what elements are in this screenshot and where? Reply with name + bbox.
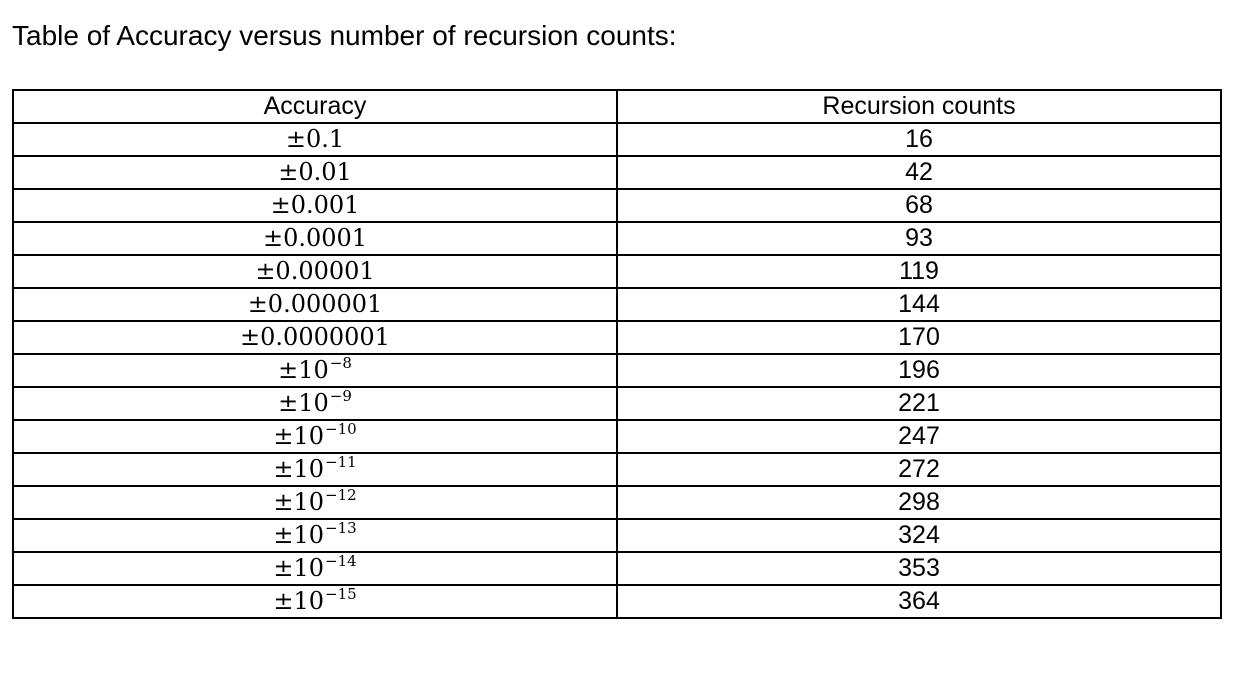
plus-minus-sign: ± (262, 224, 284, 252)
recursion-count-cell: 353 (616, 551, 1222, 586)
accuracy-value: 0.0001 (283, 224, 368, 252)
accuracy-cell: ±0.001 (12, 188, 618, 223)
table-row: ±0.1 16 (12, 122, 1222, 157)
accuracy-value: 10 (293, 488, 324, 516)
table-row: ±10−14 353 (12, 551, 1222, 586)
plus-minus-sign: ± (273, 521, 294, 549)
recursion-count-cell: 144 (616, 287, 1222, 322)
header-accuracy: Accuracy (12, 89, 618, 124)
accuracy-cell: ±0.0001 (12, 221, 618, 256)
accuracy-value: 0.1 (305, 125, 345, 153)
accuracy-exponent: −13 (325, 519, 357, 537)
recursion-count-cell: 364 (616, 584, 1222, 619)
accuracy-value: 0.01 (298, 158, 352, 186)
recursion-count-cell: 42 (616, 155, 1222, 190)
plus-minus-sign: ± (270, 191, 291, 219)
accuracy-value: 10 (293, 455, 324, 483)
accuracy-recursion-table: Accuracy Recursion counts ±0.1 16 ±0.01 42 ±… (12, 89, 1222, 619)
accuracy-cell: ±10−13 (12, 518, 618, 553)
accuracy-exponent: −11 (325, 453, 357, 471)
accuracy-value: 0.000001 (267, 290, 383, 318)
table-row: ±0.000001 144 (12, 287, 1222, 322)
accuracy-cell: ±10−9 (12, 386, 618, 421)
recursion-count-cell: 298 (616, 485, 1222, 520)
accuracy-cell: ±0.1 (12, 122, 618, 157)
plus-minus-sign: ± (273, 455, 294, 483)
recursion-count-cell: 247 (616, 419, 1222, 454)
recursion-count-cell: 170 (616, 320, 1222, 355)
table-row: ±0.00001 119 (12, 254, 1222, 289)
table-row: ±10−11 272 (12, 452, 1222, 487)
recursion-count-cell: 272 (616, 452, 1222, 487)
plus-minus-sign: ± (285, 125, 306, 153)
accuracy-cell: ±10−12 (12, 485, 618, 520)
recursion-count-cell: 324 (616, 518, 1222, 553)
table-row: ±10−15 364 (12, 584, 1222, 619)
table-row: ±0.01 42 (12, 155, 1222, 190)
accuracy-exponent: −14 (325, 552, 357, 570)
plus-minus-sign: ± (273, 422, 294, 450)
accuracy-value: 10 (293, 422, 324, 450)
table-row: ±10−12 298 (12, 485, 1222, 520)
plus-minus-sign: ± (278, 389, 299, 417)
table-row: ±0.001 68 (12, 188, 1222, 223)
plus-minus-sign: ± (278, 356, 299, 384)
plus-minus-sign: ± (273, 554, 294, 582)
table-row: ±10−9 221 (12, 386, 1222, 421)
accuracy-value: 10 (298, 389, 329, 417)
plus-minus-sign: ± (273, 488, 294, 516)
recursion-count-cell: 93 (616, 221, 1222, 256)
accuracy-cell: ±0.00001 (12, 254, 618, 289)
accuracy-cell: ±0.000001 (12, 287, 618, 322)
accuracy-cell: ±10−11 (12, 452, 618, 487)
accuracy-exponent: −10 (325, 420, 357, 438)
accuracy-value: 10 (298, 356, 329, 384)
accuracy-exponent: −8 (329, 354, 352, 372)
plus-minus-sign: ± (247, 290, 268, 318)
header-recursion-counts: Recursion counts (616, 89, 1222, 124)
accuracy-cell: ±10−15 (12, 584, 618, 619)
accuracy-value: 10 (293, 521, 324, 549)
table-row: ±0.0000001 170 (12, 320, 1222, 355)
plus-minus-sign: ± (240, 323, 261, 351)
accuracy-cell: ±0.0000001 (12, 320, 618, 355)
plus-minus-sign: ± (278, 158, 299, 186)
table-header-row: Accuracy Recursion counts (12, 89, 1222, 124)
accuracy-exponent: −12 (325, 486, 357, 504)
table-row: ±10−13 324 (12, 518, 1222, 553)
accuracy-cell: ±10−8 (12, 353, 618, 388)
accuracy-exponent: −15 (325, 585, 357, 603)
page-title: Table of Accuracy versus number of recur… (12, 20, 677, 51)
accuracy-value: 10 (293, 587, 324, 615)
accuracy-cell: ±10−14 (12, 551, 618, 586)
table-body: ±0.1 16 ±0.01 42 ±0.001 68 ±0.0001 93 ±0.00001 11… (12, 122, 1222, 619)
recursion-count-cell: 68 (616, 188, 1222, 223)
table-row: ±0.0001 93 (12, 221, 1222, 256)
accuracy-exponent: −9 (329, 387, 352, 405)
table-row: ±10−10 247 (12, 419, 1222, 454)
accuracy-value: 0.00001 (275, 257, 375, 285)
plus-minus-sign: ± (273, 587, 294, 615)
plus-minus-sign: ± (255, 257, 276, 285)
recursion-count-cell: 119 (616, 254, 1222, 289)
recursion-count-cell: 221 (616, 386, 1222, 421)
table-row: ±10−8 196 (12, 353, 1222, 388)
accuracy-value: 10 (293, 554, 324, 582)
accuracy-value: 0.0000001 (260, 323, 390, 351)
accuracy-value: 0.001 (290, 191, 360, 219)
recursion-count-cell: 196 (616, 353, 1222, 388)
accuracy-cell: ±0.01 (12, 155, 618, 190)
accuracy-cell: ±10−10 (12, 419, 618, 454)
recursion-count-cell: 16 (616, 122, 1222, 157)
